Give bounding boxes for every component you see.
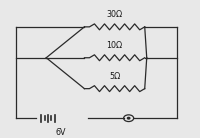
Text: 6V: 6V — [55, 128, 65, 137]
Text: 10Ω: 10Ω — [106, 41, 122, 50]
Text: 30Ω: 30Ω — [106, 10, 122, 19]
Circle shape — [127, 117, 129, 119]
Text: 5Ω: 5Ω — [108, 72, 120, 81]
